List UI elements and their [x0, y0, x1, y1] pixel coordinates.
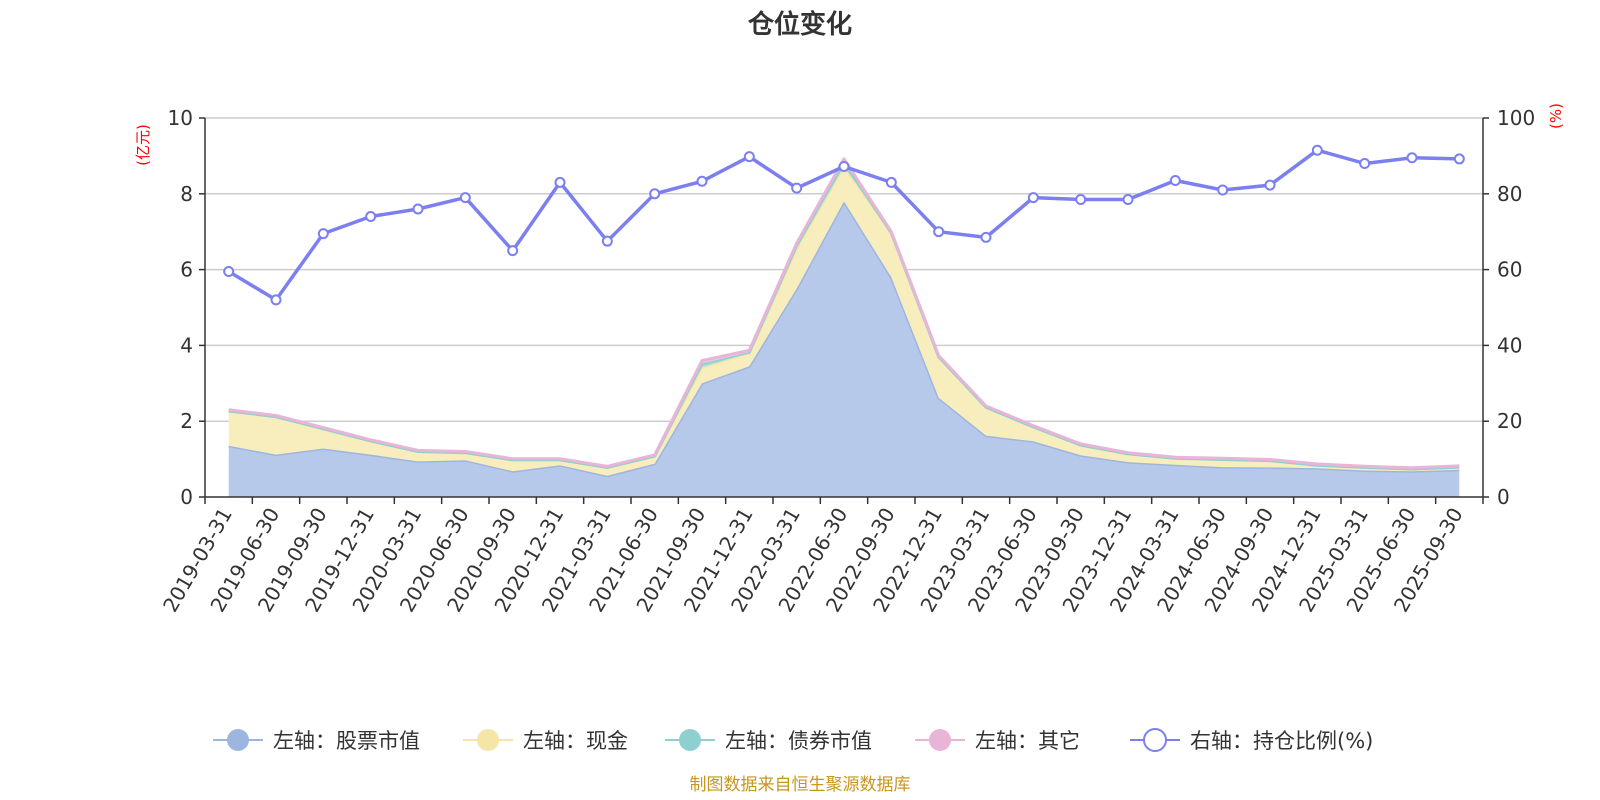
ratio-point — [1359, 157, 1371, 169]
area-fill — [228, 166, 1460, 476]
ratio-point — [791, 182, 803, 194]
right-axis-unit: (%) — [1547, 103, 1565, 129]
ratio-point — [980, 231, 992, 243]
right-axis-tick-label: 60 — [1497, 258, 1522, 282]
legend-item: 右轴：持仓比例(%) — [1130, 728, 1373, 753]
data-source-note: 制图数据来自恒生聚源数据库 — [690, 775, 911, 795]
ratio-point — [743, 151, 755, 163]
ratio-point — [223, 265, 235, 277]
ratio-point — [933, 226, 945, 238]
legend: 左轴：股票市值 左轴：现金 左轴：债券市值 左轴：其它 右轴：持仓比例(%) — [213, 728, 1373, 753]
area-series — [228, 157, 1460, 497]
legend-label: 左轴：股票市值 — [273, 729, 420, 753]
ratio-point — [1453, 153, 1465, 165]
ratio-point — [1122, 193, 1134, 205]
ratio-point — [459, 192, 471, 204]
left-axis-tick-label: 10 — [168, 106, 193, 130]
left-axis-unit: (亿元) — [134, 124, 152, 166]
legend-marker — [477, 729, 499, 751]
legend-label: 左轴：现金 — [523, 729, 628, 753]
legend-item: 左轴：股票市值 — [213, 729, 420, 753]
ratio-point — [270, 294, 282, 306]
right-axis-tick-label: 40 — [1497, 333, 1522, 357]
area-top-line — [228, 157, 1460, 470]
ratio-point — [1217, 184, 1229, 196]
legend-marker — [227, 729, 249, 751]
left-axis-tick-label: 8 — [180, 182, 193, 206]
ratio-point — [317, 228, 329, 240]
ratio-point — [1027, 192, 1039, 204]
right-axis-tick-label: 80 — [1497, 182, 1522, 206]
ratio-point — [554, 176, 566, 188]
left-axis-tick-label: 2 — [180, 409, 193, 433]
ratio-point — [696, 175, 708, 187]
legend-label: 左轴：其它 — [975, 729, 1080, 753]
legend-item: 左轴：其它 — [915, 729, 1080, 753]
ratio-point — [649, 188, 661, 200]
legend-marker — [929, 729, 951, 751]
ratio-point — [1311, 144, 1323, 156]
left-axis-tick-label: 4 — [180, 333, 193, 357]
right-axis-tick-label: 20 — [1497, 409, 1522, 433]
legend-marker — [1143, 728, 1167, 752]
ratio-point — [1264, 179, 1276, 191]
left-axis-tick-label: 6 — [180, 258, 193, 282]
legend-item: 左轴：债券市值 — [665, 729, 872, 753]
ratio-point — [365, 211, 377, 223]
legend-item: 左轴：现金 — [463, 729, 628, 753]
ratio-point — [1169, 175, 1181, 187]
ratio-point — [885, 176, 897, 188]
right-axis-tick-label: 100 — [1497, 106, 1535, 130]
ratio-point — [507, 245, 519, 257]
chart-title: 仓位变化 — [747, 9, 852, 40]
legend-label: 左轴：债券市值 — [725, 729, 872, 753]
right-axis-tick-label: 0 — [1497, 485, 1510, 509]
ratio-point — [1075, 193, 1087, 205]
ratio-line-series — [223, 144, 1465, 306]
area-fill — [228, 201, 1460, 497]
ratio-point — [838, 161, 850, 173]
legend-marker — [679, 729, 701, 751]
left-axis-tick-label: 0 — [180, 485, 193, 509]
legend-label: 右轴：持仓比例(%) — [1190, 729, 1373, 753]
ratio-point — [412, 203, 424, 215]
ratio-point — [601, 235, 613, 247]
ratio-point — [1406, 152, 1418, 164]
